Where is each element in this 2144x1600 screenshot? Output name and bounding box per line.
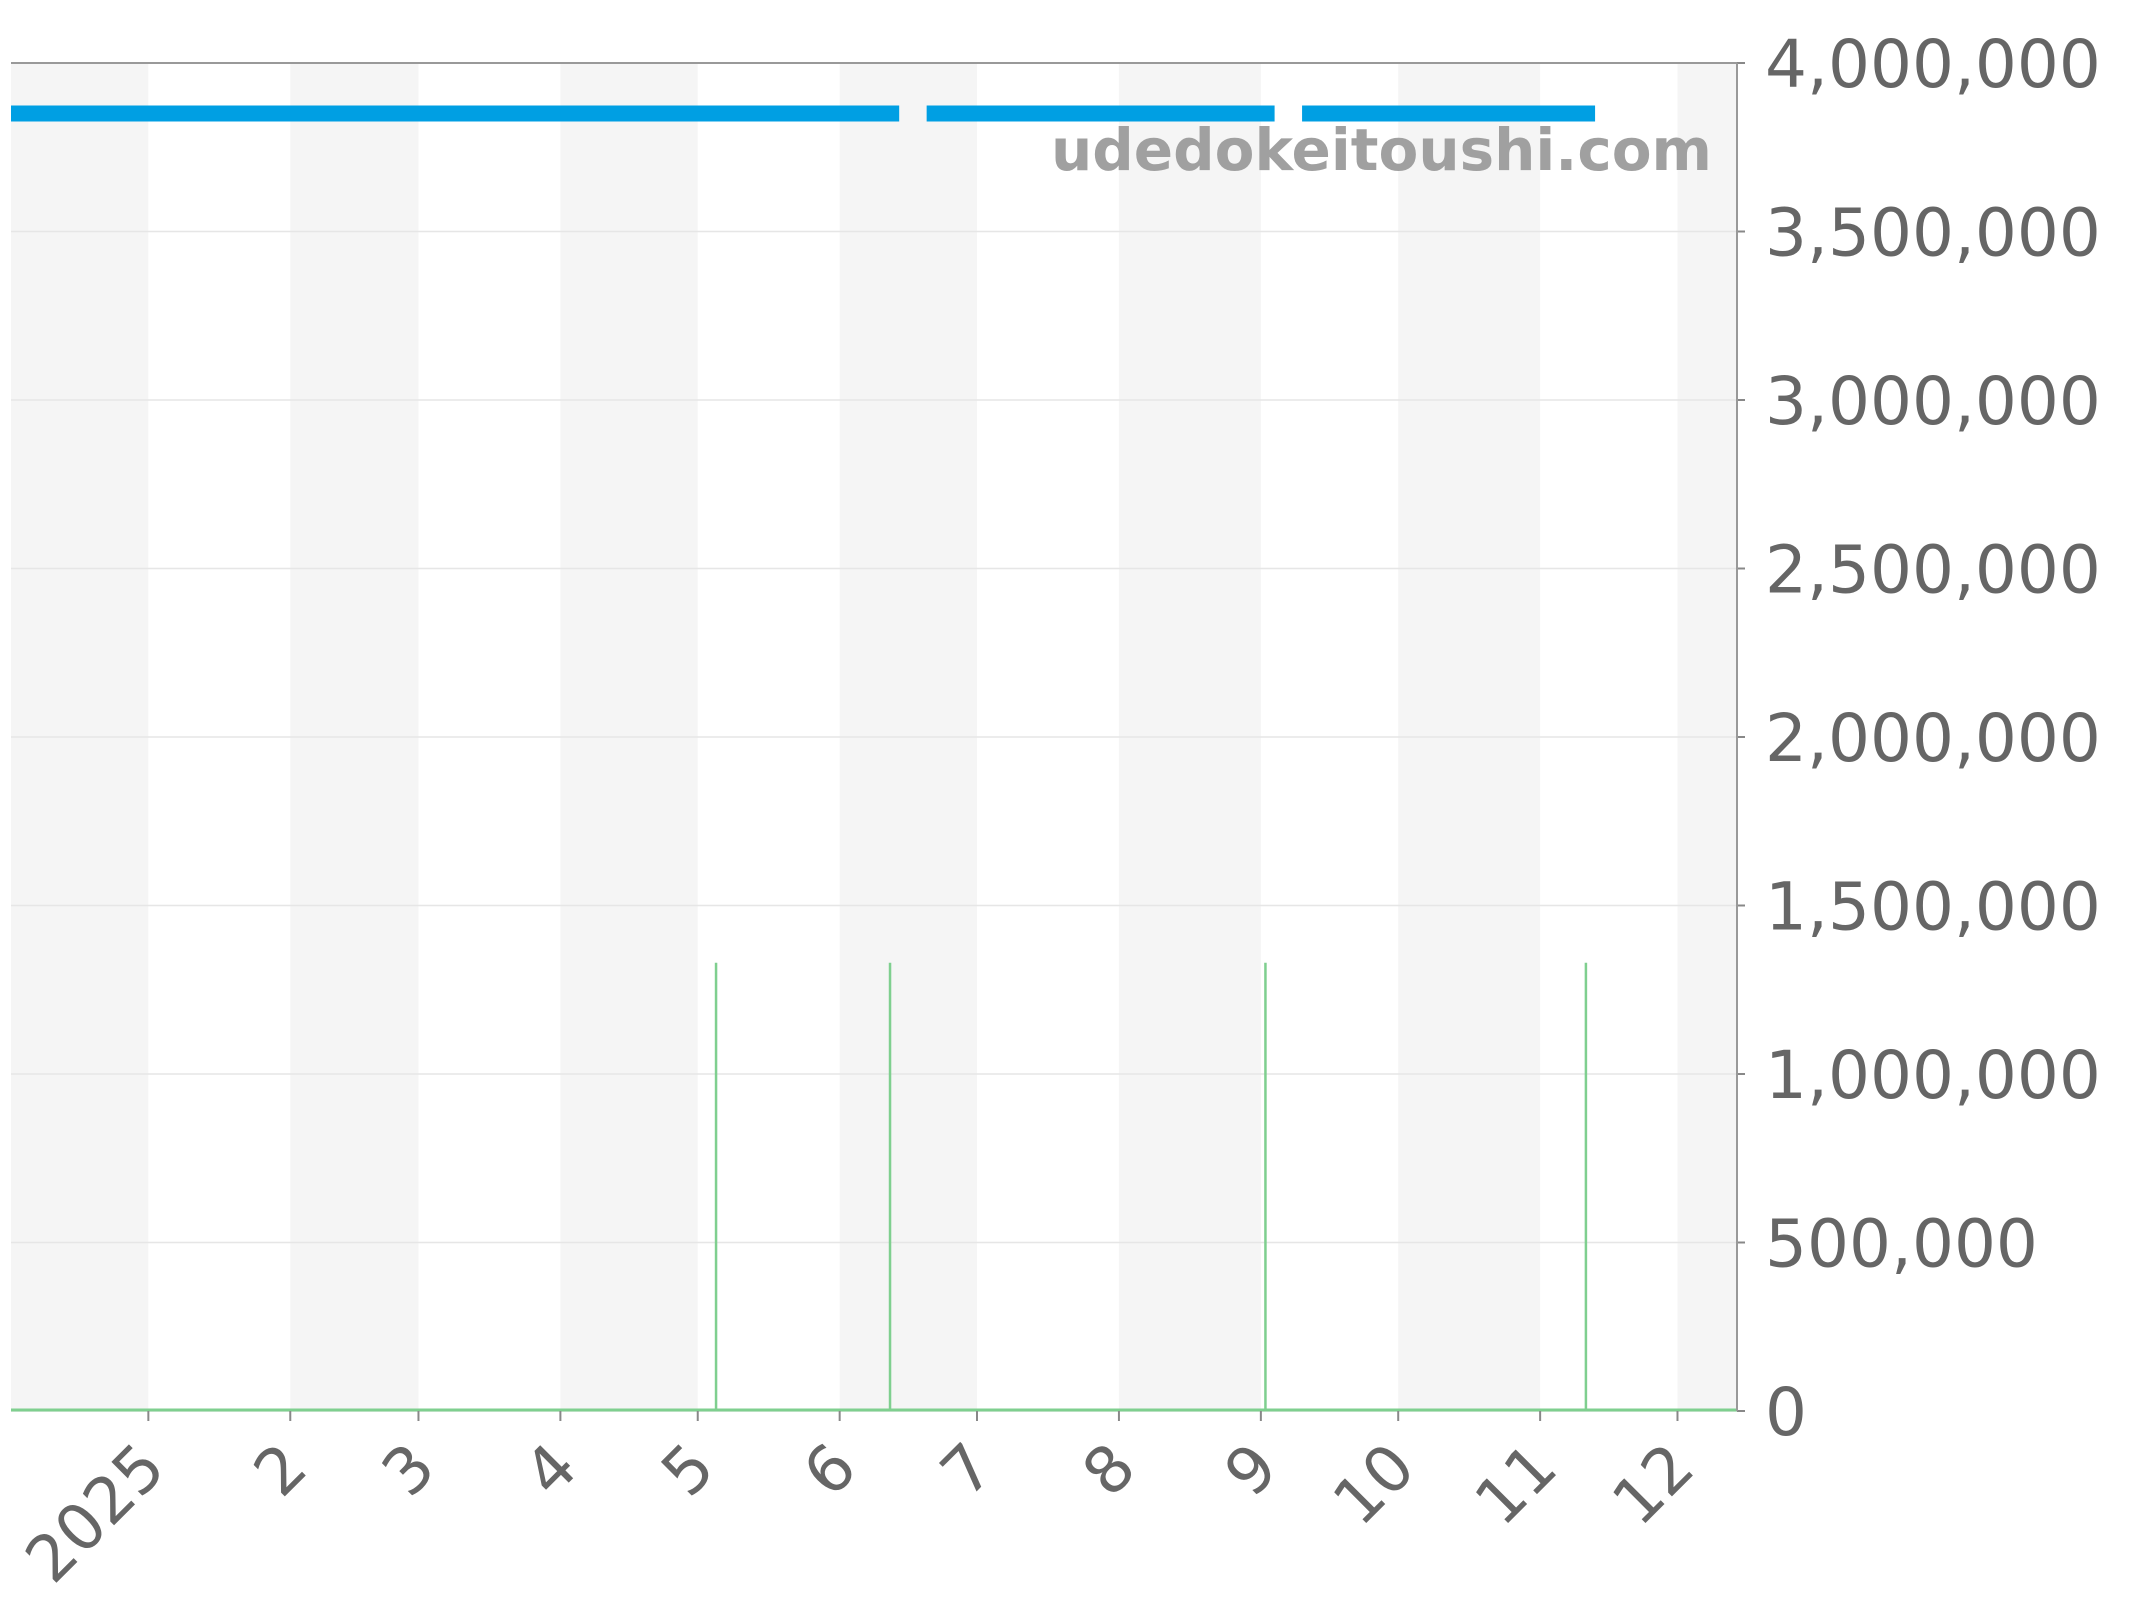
y-tick-label: 1,500,000 <box>1765 869 2101 946</box>
y-tick-label: 3,500,000 <box>1765 195 2101 272</box>
x-tick-label: 3 <box>369 1430 450 1511</box>
x-tick-label: 7 <box>927 1430 1008 1511</box>
x-tick-label: 12 <box>1599 1430 1709 1540</box>
x-tick-label: 11 <box>1462 1430 1572 1540</box>
y-tick-label: 1,000,000 <box>1765 1037 2101 1114</box>
y-tick-label: 2,500,000 <box>1765 532 2101 609</box>
y-tick-label: 500,000 <box>1765 1206 2038 1283</box>
x-tick-label: 8 <box>1069 1430 1150 1511</box>
x-tick-label: 5 <box>648 1430 729 1511</box>
y-tick-label: 4,000,000 <box>1765 26 2101 103</box>
x-tick-label: 2 <box>240 1430 321 1511</box>
x-tick-label: 10 <box>1320 1430 1430 1540</box>
x-tick-label: 6 <box>790 1430 871 1511</box>
y-tick-label: 2,000,000 <box>1765 700 2101 777</box>
x-tick-label: 9 <box>1211 1430 1292 1511</box>
x-tick-label: 2025 <box>12 1430 179 1597</box>
x-tick-label: 4 <box>511 1430 592 1511</box>
watermark: udedokeitoushi.com <box>1051 116 1712 184</box>
y-tick-label: 3,000,000 <box>1765 363 2101 440</box>
y-tick-label: 0 <box>1765 1374 1807 1451</box>
